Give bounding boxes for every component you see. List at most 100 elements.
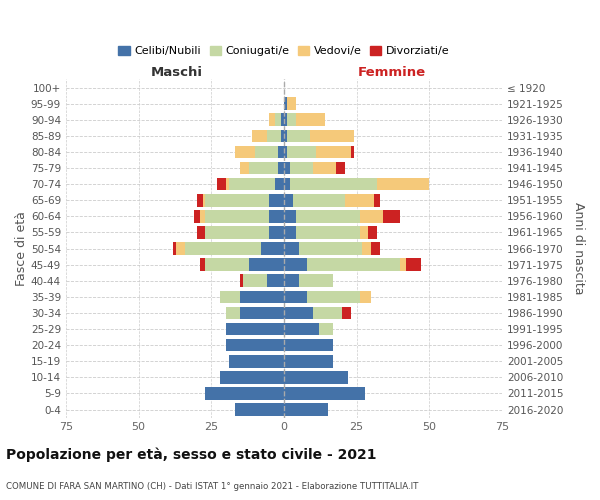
Bar xyxy=(200,210,205,222)
Text: Femmine: Femmine xyxy=(358,66,425,80)
Bar xyxy=(310,130,354,142)
Bar xyxy=(185,242,261,255)
Bar xyxy=(290,162,313,174)
Bar xyxy=(241,290,284,303)
Bar xyxy=(383,210,400,222)
Bar xyxy=(241,274,243,287)
Bar xyxy=(205,387,284,400)
Bar xyxy=(197,226,205,238)
Bar xyxy=(345,194,374,206)
Bar xyxy=(217,178,226,190)
Bar xyxy=(205,194,269,206)
Text: COMUNE DI FARA SAN MARTINO (CH) - Dati ISTAT 1° gennaio 2021 - Elaborazione TUTT: COMUNE DI FARA SAN MARTINO (CH) - Dati I… xyxy=(6,482,418,491)
Bar xyxy=(269,194,284,206)
Bar xyxy=(235,146,255,158)
Bar xyxy=(359,290,371,303)
Bar xyxy=(284,194,293,206)
Bar xyxy=(249,258,284,271)
Bar xyxy=(284,371,348,384)
Bar xyxy=(284,339,334,351)
Bar xyxy=(284,210,296,222)
Bar xyxy=(281,114,284,126)
Bar xyxy=(307,258,400,271)
Bar xyxy=(284,387,365,400)
Bar xyxy=(203,194,205,206)
Bar xyxy=(220,290,241,303)
Bar xyxy=(359,210,383,222)
Bar xyxy=(229,355,284,368)
Bar xyxy=(226,306,241,320)
Bar xyxy=(278,146,284,158)
Bar xyxy=(278,162,284,174)
Bar xyxy=(194,210,200,222)
Bar xyxy=(205,258,249,271)
Bar xyxy=(226,339,284,351)
Bar xyxy=(266,274,284,287)
Bar xyxy=(220,371,284,384)
Bar xyxy=(374,194,380,206)
Bar xyxy=(362,242,371,255)
Bar xyxy=(313,306,342,320)
Bar xyxy=(284,290,307,303)
Bar xyxy=(226,178,229,190)
Bar xyxy=(296,226,359,238)
Bar xyxy=(173,242,176,255)
Bar xyxy=(284,274,299,287)
Bar xyxy=(266,130,281,142)
Bar xyxy=(200,258,205,271)
Bar xyxy=(284,178,290,190)
Bar xyxy=(368,226,377,238)
Bar xyxy=(313,162,337,174)
Bar xyxy=(351,146,354,158)
Legend: Celibi/Nubili, Coniugati/e, Vedovi/e, Divorziati/e: Celibi/Nubili, Coniugati/e, Vedovi/e, Di… xyxy=(114,41,454,60)
Bar xyxy=(290,178,377,190)
Bar xyxy=(293,194,345,206)
Bar xyxy=(299,242,362,255)
Bar xyxy=(287,146,316,158)
Bar xyxy=(287,114,296,126)
Bar xyxy=(269,210,284,222)
Bar xyxy=(342,306,351,320)
Bar xyxy=(284,242,299,255)
Bar xyxy=(197,194,203,206)
Bar xyxy=(284,404,328,416)
Bar xyxy=(269,114,275,126)
Bar xyxy=(284,323,319,336)
Bar xyxy=(299,274,334,287)
Text: Maschi: Maschi xyxy=(151,66,202,80)
Bar xyxy=(307,290,359,303)
Bar xyxy=(261,242,284,255)
Bar xyxy=(284,162,290,174)
Bar xyxy=(287,98,296,110)
Y-axis label: Fasce di età: Fasce di età xyxy=(15,211,28,286)
Bar xyxy=(241,162,249,174)
Bar xyxy=(176,242,185,255)
Bar xyxy=(284,258,307,271)
Bar xyxy=(249,162,278,174)
Bar xyxy=(296,114,325,126)
Bar xyxy=(235,404,284,416)
Bar xyxy=(359,226,368,238)
Bar xyxy=(243,274,266,287)
Bar xyxy=(284,306,313,320)
Y-axis label: Anni di nascita: Anni di nascita xyxy=(572,202,585,295)
Bar xyxy=(316,146,351,158)
Bar xyxy=(226,323,284,336)
Bar xyxy=(284,355,334,368)
Bar xyxy=(252,130,266,142)
Bar xyxy=(255,146,278,158)
Bar xyxy=(275,178,284,190)
Bar xyxy=(269,226,284,238)
Bar xyxy=(337,162,345,174)
Bar xyxy=(281,130,284,142)
Bar xyxy=(229,178,275,190)
Bar xyxy=(284,226,296,238)
Bar xyxy=(284,114,287,126)
Bar xyxy=(205,210,269,222)
Bar xyxy=(287,130,310,142)
Bar xyxy=(377,178,430,190)
Bar xyxy=(205,226,269,238)
Bar xyxy=(296,210,359,222)
Bar xyxy=(284,146,287,158)
Bar xyxy=(319,323,334,336)
